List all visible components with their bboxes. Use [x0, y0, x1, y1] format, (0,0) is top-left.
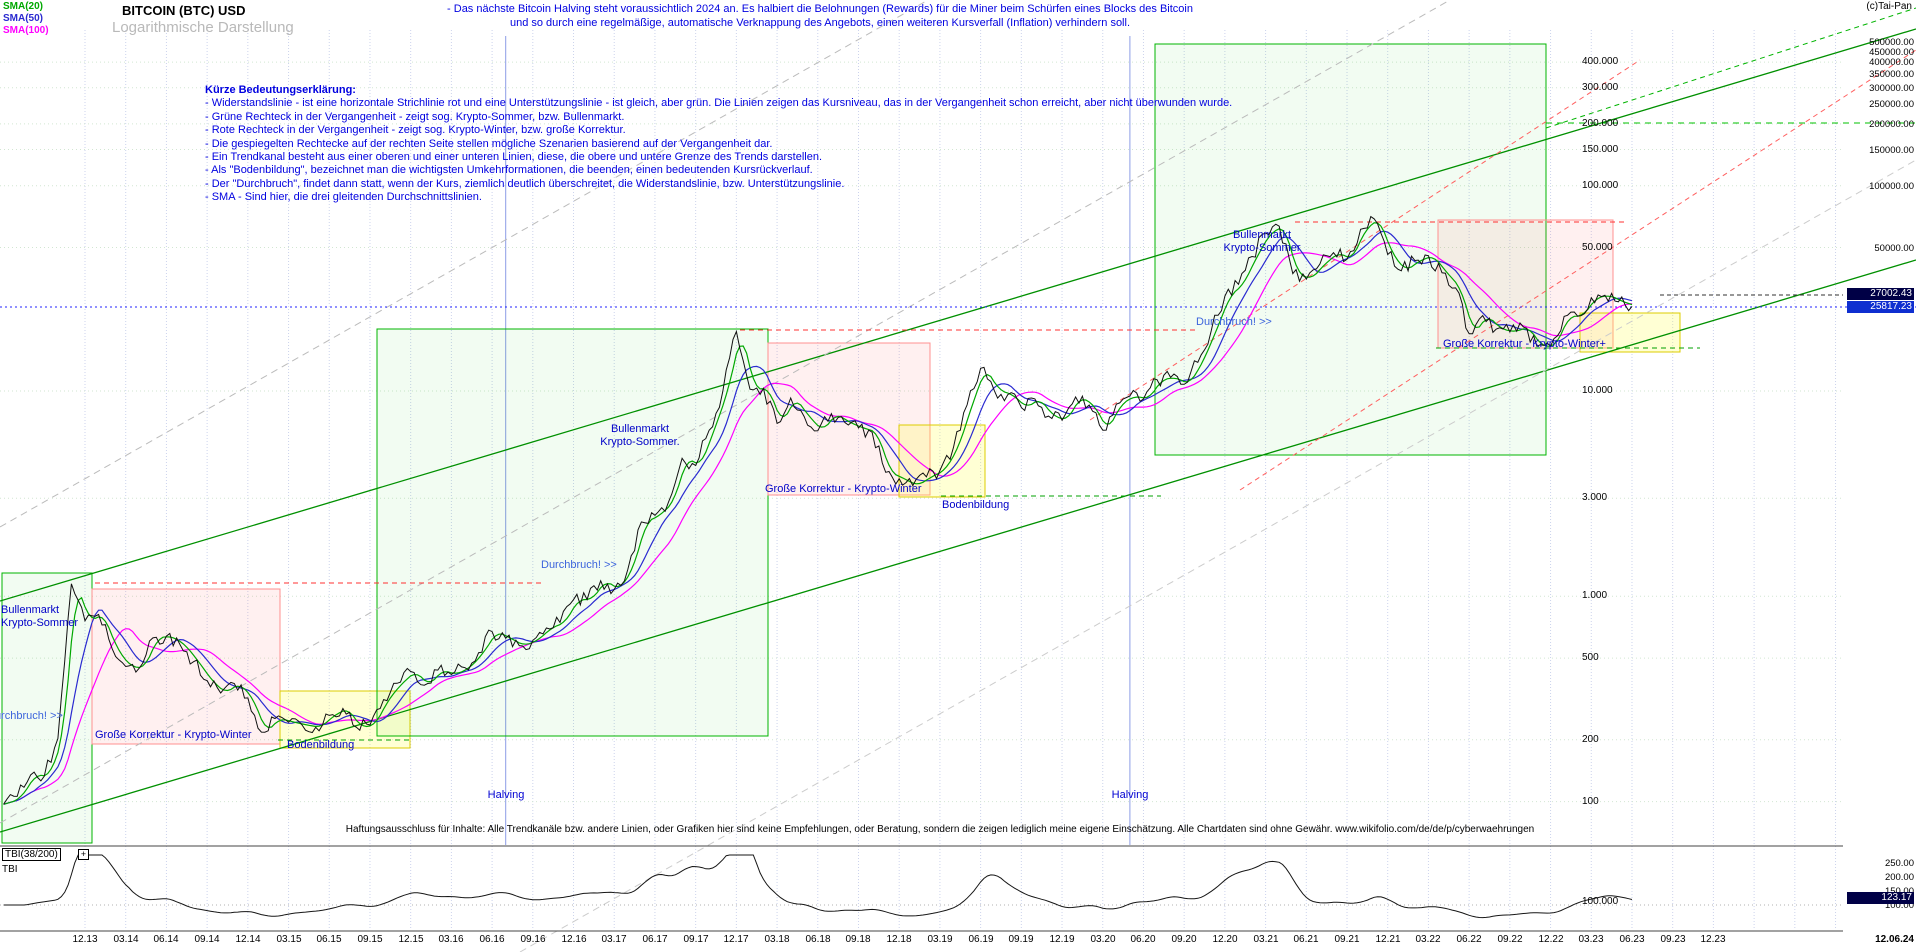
sma-legend: SMA(20) SMA(50) SMA(100)	[3, 1, 49, 37]
chart-subtitle: Logarithmische Darstellung	[112, 19, 294, 36]
explanation-line: - Widerstandslinie - ist eine horizontal…	[205, 97, 1233, 110]
tbi-name-label: TBI	[2, 864, 18, 875]
last-price-badge: 27002.43	[1847, 288, 1914, 300]
tbi-indicator-param[interactable]: TBI(38/200)	[2, 848, 61, 861]
tbi-inner-axis-label: 100.000	[1582, 896, 1619, 907]
legend-sma-100: SMA(100)	[3, 25, 49, 36]
explanation-line: - SMA - Sind hier, die drei gleitenden D…	[205, 191, 482, 204]
legend-sma-20: SMA(20)	[3, 1, 44, 12]
explanation-line: - Als "Bodenbildung", bezeichnet man die…	[205, 164, 813, 177]
price-line-badge: 25817.23	[1847, 301, 1914, 313]
explanation-lines: - Widerstandslinie - ist eine horizontal…	[205, 97, 1232, 204]
explanation-line: - Die gespiegelten Rechtecke auf der rec…	[205, 137, 773, 150]
explanation-line: - Ein Trendkanal besteht aus einer obere…	[205, 151, 823, 164]
explanation-heading: Kürze Bedeutungserklärung:	[205, 84, 356, 96]
tbi-current-value-badge: 123.17	[1847, 892, 1914, 904]
explanation-line: - Rote Rechteck in der Vergangenheit - z…	[205, 124, 626, 137]
legend-sma-50: SMA(50)	[3, 13, 44, 24]
chart-title: BITCOIN (BTC) USD	[122, 3, 246, 18]
taipan-copyright: (c)Tai-Pan	[1866, 1, 1912, 12]
disclaimer: Haftungsausschluss für Inhalte: Alle Tre…	[345, 824, 1535, 835]
tbi-expand-icon[interactable]: +	[78, 849, 89, 860]
explanation-line: - Grüne Rechteck in der Vergangenheit - …	[205, 110, 625, 123]
explanation-block: Kürze Bedeutungserklärung: - Widerstands…	[205, 84, 1232, 205]
halving-note-line-2: und so durch eine regelmäßige, automatis…	[509, 17, 1131, 29]
tbi-param-label: TBI(38/200)	[5, 849, 58, 860]
explanation-line: - Der "Durchbruch", findet dann statt, w…	[205, 177, 845, 190]
halving-note: - Das nächste Bitcoin Halving steht vora…	[400, 2, 1240, 30]
halving-note-line-1: - Das nächste Bitcoin Halving steht vora…	[447, 3, 1193, 15]
axis-end-date: 12.06.24	[1875, 934, 1914, 945]
